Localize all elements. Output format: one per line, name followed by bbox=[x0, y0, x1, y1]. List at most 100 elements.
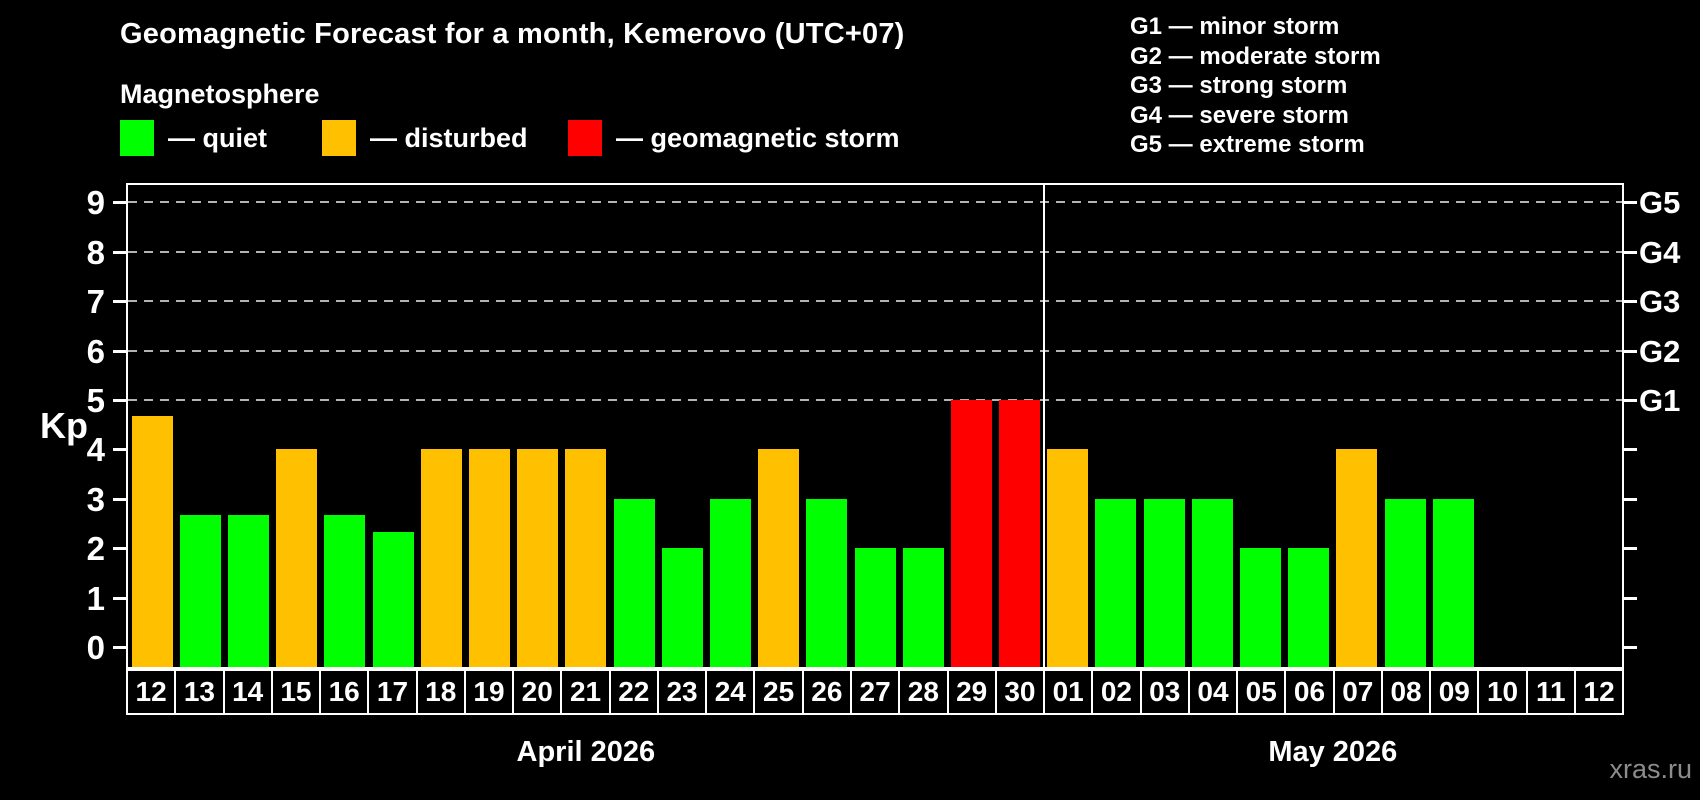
legend-label-disturbed: — disturbed bbox=[370, 122, 528, 153]
month-label-may: May 2026 bbox=[1268, 736, 1398, 768]
day-label-29: 29 bbox=[946, 669, 997, 715]
kp-bar-day-14 bbox=[227, 515, 269, 667]
day-label-22: 22 bbox=[608, 669, 659, 715]
kp-bar-day-21 bbox=[565, 449, 607, 667]
gridline-kp7 bbox=[128, 300, 1622, 303]
day-label-13: 13 bbox=[174, 669, 225, 715]
y-tick-right-9 bbox=[1624, 201, 1637, 205]
day-label-19: 19 bbox=[463, 669, 515, 715]
y-tick-left-2 bbox=[113, 547, 126, 551]
kp-bar-day-07 bbox=[1336, 449, 1378, 667]
y-tick-right-4 bbox=[1624, 448, 1637, 452]
y-tick-right-6 bbox=[1624, 349, 1637, 353]
kp-bar-day-22 bbox=[613, 498, 655, 667]
kp-bar-day-17 bbox=[372, 531, 414, 667]
day-label-05: 05 bbox=[1236, 669, 1287, 715]
day-label-04: 04 bbox=[1187, 669, 1239, 715]
kp-bar-day-03 bbox=[1143, 498, 1185, 667]
right-axis-label-g1: G1 bbox=[1639, 383, 1681, 418]
y-tick-right-5 bbox=[1624, 399, 1637, 402]
day-label-10: 10 bbox=[1477, 669, 1528, 715]
day-label-28: 28 bbox=[898, 669, 949, 715]
y-tick-right-0 bbox=[1624, 646, 1637, 649]
day-label-24: 24 bbox=[705, 669, 756, 715]
kp-bar-day-05 bbox=[1240, 548, 1282, 667]
legend-label-quiet: — quiet bbox=[168, 122, 267, 153]
storm-scale-item-g5: G5 — extreme storm bbox=[1130, 131, 1365, 159]
kp-bar-day-28 bbox=[902, 548, 944, 667]
day-label-08: 08 bbox=[1380, 669, 1432, 715]
y-tick-left-0 bbox=[113, 646, 126, 649]
day-label-12: 12 bbox=[1573, 669, 1625, 715]
y-tick-left-9 bbox=[113, 201, 126, 205]
kp-bar-day-30 bbox=[999, 400, 1041, 667]
storm-scale-item-g3: G3 — strong storm bbox=[1130, 72, 1348, 100]
y-tick-left-5 bbox=[113, 399, 126, 402]
kp-bar-day-24 bbox=[709, 498, 751, 667]
kp-bar-day-19 bbox=[468, 449, 510, 667]
y-tick-left-3 bbox=[113, 497, 126, 501]
y-tick-left-1 bbox=[113, 596, 126, 600]
storm-scale-legend: G1 — minor storm G2 — moderate storm G3 … bbox=[1130, 12, 1381, 160]
kp-bar-day-01 bbox=[1047, 449, 1089, 667]
legend-item-storm: — geomagnetic storm bbox=[568, 120, 900, 156]
day-label-06: 06 bbox=[1284, 669, 1335, 715]
day-label-25: 25 bbox=[753, 669, 804, 715]
day-label-16: 16 bbox=[319, 669, 370, 715]
y-tick-right-8 bbox=[1624, 250, 1637, 254]
storm-scale-item-g2: G2 — moderate storm bbox=[1130, 42, 1381, 70]
gridline-kp6 bbox=[128, 349, 1622, 352]
watermark: xras.ru bbox=[1609, 754, 1692, 784]
kp-bar-day-08 bbox=[1384, 498, 1426, 667]
day-label-30: 30 bbox=[994, 669, 1046, 715]
kp-bar-day-04 bbox=[1191, 498, 1233, 667]
kp-bar-day-13 bbox=[179, 515, 221, 667]
y-axis-label-6: 6 bbox=[86, 332, 105, 370]
gridline-kp8 bbox=[128, 250, 1622, 253]
y-axis-label-2: 2 bbox=[86, 530, 105, 568]
right-axis-label-g3: G3 bbox=[1639, 284, 1681, 320]
day-label-03: 03 bbox=[1139, 669, 1190, 715]
storm-scale-item-g4: G4 — severe storm bbox=[1130, 101, 1349, 129]
y-axis-label-0: 0 bbox=[86, 629, 105, 666]
day-label-27: 27 bbox=[849, 669, 901, 715]
page-title: Geomagnetic Forecast for a month, Kemero… bbox=[120, 18, 905, 50]
day-label-21: 21 bbox=[560, 669, 611, 715]
y-tick-left-6 bbox=[113, 349, 126, 353]
day-label-07: 07 bbox=[1332, 669, 1383, 715]
kp-bar-day-25 bbox=[758, 449, 800, 667]
y-axis-label-3: 3 bbox=[86, 480, 105, 518]
kp-bar-day-23 bbox=[661, 548, 703, 667]
storm-scale-item-g1: G1 — minor storm bbox=[1130, 13, 1340, 40]
legend-item-quiet: — quiet bbox=[120, 120, 267, 156]
day-label-09: 09 bbox=[1429, 669, 1480, 715]
right-axis-label-g5: G5 bbox=[1639, 185, 1681, 221]
month-separator-line bbox=[1042, 185, 1045, 667]
day-label-14: 14 bbox=[222, 669, 273, 715]
kp-bar-day-02 bbox=[1095, 498, 1137, 667]
month-label-april: April 2026 bbox=[516, 736, 656, 768]
y-tick-right-3 bbox=[1624, 497, 1637, 501]
kp-bar-day-06 bbox=[1288, 548, 1330, 667]
plot-area bbox=[126, 183, 1624, 669]
y-axis-label-4: 4 bbox=[86, 431, 105, 469]
legend-item-disturbed: — disturbed bbox=[322, 120, 528, 156]
day-label-20: 20 bbox=[512, 669, 563, 715]
day-label-23: 23 bbox=[656, 669, 708, 715]
y-tick-right-1 bbox=[1624, 596, 1637, 600]
kp-bar-day-27 bbox=[854, 548, 896, 667]
kp-bar-day-20 bbox=[517, 449, 559, 667]
y-axis-title: Kp bbox=[40, 405, 88, 446]
day-label-12: 12 bbox=[126, 669, 177, 715]
legend-label-storm: — geomagnetic storm bbox=[616, 122, 900, 153]
disturbed-color-swatch bbox=[322, 120, 356, 156]
quiet-color-swatch bbox=[120, 120, 154, 156]
y-tick-left-4 bbox=[113, 448, 126, 452]
day-label-02: 02 bbox=[1091, 669, 1142, 715]
day-label-17: 17 bbox=[367, 669, 418, 715]
right-axis-label-g4: G4 bbox=[1639, 234, 1681, 270]
y-axis-label-5: 5 bbox=[86, 382, 105, 419]
kp-bar-day-18 bbox=[420, 449, 462, 667]
kp-bar-day-15 bbox=[276, 449, 318, 667]
